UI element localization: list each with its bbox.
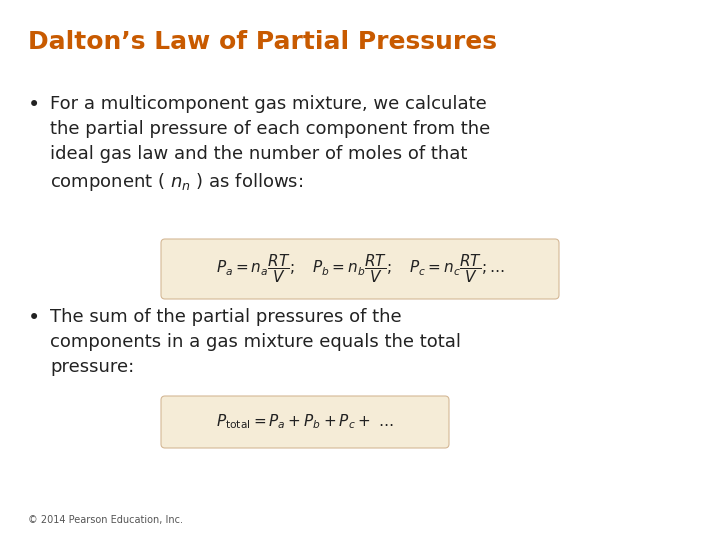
- Text: $P_{\mathrm{total}} = P_a + P_b + P_c + \ \ldots$: $P_{\mathrm{total}} = P_a + P_b + P_c + …: [216, 413, 394, 431]
- Text: Dalton’s Law of Partial Pressures: Dalton’s Law of Partial Pressures: [28, 30, 497, 54]
- Text: For a multicomponent gas mixture, we calculate
the partial pressure of each comp: For a multicomponent gas mixture, we cal…: [50, 95, 490, 193]
- FancyBboxPatch shape: [161, 396, 449, 448]
- Text: The sum of the partial pressures of the
components in a gas mixture equals the t: The sum of the partial pressures of the …: [50, 308, 461, 376]
- FancyBboxPatch shape: [161, 239, 559, 299]
- Text: •: •: [28, 308, 40, 328]
- Text: © 2014 Pearson Education, Inc.: © 2014 Pearson Education, Inc.: [28, 515, 183, 525]
- Text: •: •: [28, 95, 40, 115]
- Text: $P_a = n_a\dfrac{RT}{V};\quad P_b = n_b\dfrac{RT}{V};\quad P_c = n_c\dfrac{RT}{V: $P_a = n_a\dfrac{RT}{V};\quad P_b = n_b\…: [216, 253, 504, 285]
